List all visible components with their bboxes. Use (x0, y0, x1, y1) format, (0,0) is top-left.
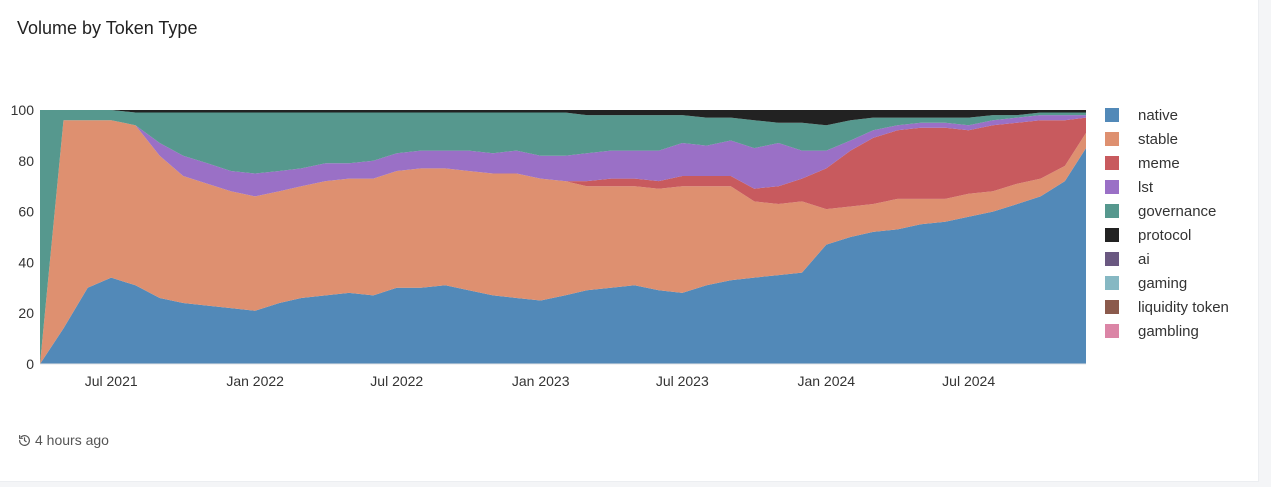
legend-swatch-gaming (1105, 276, 1119, 290)
y-tick-label: 0 (26, 356, 34, 372)
legend-swatch-native (1105, 108, 1119, 122)
legend-label-meme: meme (1138, 155, 1180, 172)
history-icon (18, 434, 31, 447)
legend-label-gambling: gambling (1138, 323, 1199, 340)
legend-swatch-liquidity-token (1105, 300, 1119, 314)
x-tick-label: Jul 2021 (85, 373, 138, 389)
legend-label-ai: ai (1138, 251, 1150, 268)
area-stable (40, 120, 1086, 364)
y-tick-label: 60 (18, 204, 34, 220)
legend-swatch-stable (1105, 132, 1119, 146)
chart-title: Volume by Token Type (17, 18, 198, 38)
legend-swatch-governance (1105, 204, 1119, 218)
x-tick-label: Jan 2023 (512, 373, 570, 389)
legend-swatch-ai (1105, 252, 1119, 266)
legend-label-lst: lst (1138, 179, 1154, 196)
stacked-area-chart: 0 20 40 60 80 100 Jul 2021 Jan 2022 Jul 2022 Jan … (11, 102, 1229, 389)
y-tick-label: 20 (18, 305, 34, 321)
y-tick-label: 100 (11, 102, 35, 118)
legend-label-liquidity-token: liquidity token (1138, 299, 1229, 316)
area-protocol (40, 110, 1086, 126)
area-native (40, 148, 1086, 364)
legend-swatch-meme (1105, 156, 1119, 170)
last-updated: 4 hours ago (18, 432, 109, 448)
area-lst (40, 115, 1086, 364)
legend-label-governance: governance (1138, 203, 1216, 220)
x-tick-label: Jul 2022 (370, 373, 423, 389)
y-tick-label: 40 (18, 254, 34, 270)
legend-swatch-gambling (1105, 324, 1119, 338)
legend-label-stable: stable (1138, 131, 1178, 148)
x-tick-label: Jan 2022 (226, 373, 284, 389)
x-tick-label: Jul 2023 (656, 373, 709, 389)
legend-swatch-protocol (1105, 228, 1119, 242)
legend-label-native: native (1138, 107, 1178, 124)
x-tick-label: Jul 2024 (942, 373, 995, 389)
last-updated-text: 4 hours ago (35, 432, 109, 448)
legend-label-protocol: protocol (1138, 227, 1191, 244)
legend-label-gaming: gaming (1138, 275, 1187, 292)
legend-swatch-lst (1105, 180, 1119, 194)
y-tick-label: 80 (18, 153, 34, 169)
x-tick-label: Jan 2024 (797, 373, 855, 389)
area-meme (40, 117, 1086, 364)
